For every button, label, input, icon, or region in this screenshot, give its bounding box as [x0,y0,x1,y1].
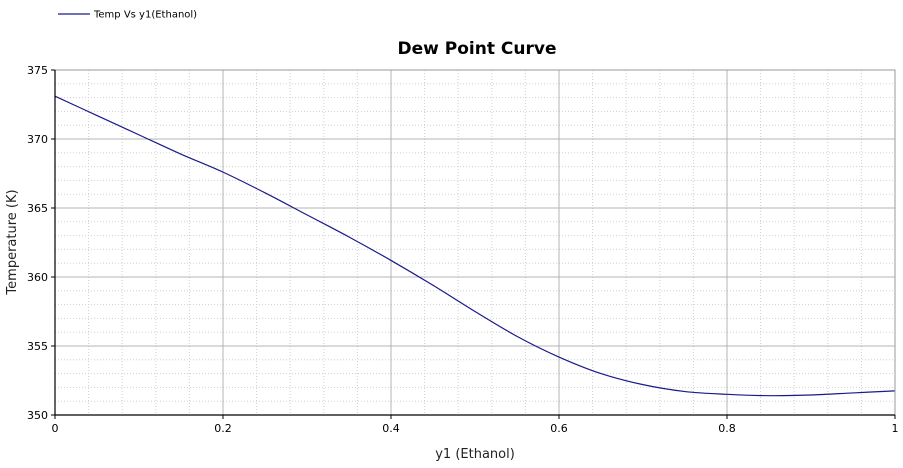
y-tick-labels: 350 355 360 365 370 375 [27,64,48,422]
x-tick-label: 0.4 [382,422,400,435]
series-layer [54,95,896,397]
x-tick-label: 0 [52,422,59,435]
series-line [54,95,896,397]
chart-title: Dew Point Curve [398,39,557,59]
legend: Temp Vs y1(Ethanol) [58,10,197,21]
x-tick-label: 0.2 [214,422,232,435]
y-tick-label: 350 [27,409,48,422]
x-tick-label: 1 [892,422,899,435]
legend-label: Temp Vs y1(Ethanol) [93,10,197,21]
x-tick-label: 0.8 [718,422,736,435]
x-axis-title: y1 (Ethanol) [435,447,515,462]
y-axis-title: Temperature (K) [5,189,20,295]
x-tick-label: 0.6 [550,422,568,435]
axes [51,69,896,419]
y-tick-label: 360 [27,271,48,284]
minor-grid [55,70,895,415]
y-tick-label: 375 [27,64,48,77]
y-tick-label: 355 [27,340,48,353]
y-tick-label: 370 [27,133,48,146]
y-tick-label: 365 [27,202,48,215]
x-tick-labels: 0 0.2 0.4 0.6 0.8 1 [52,422,899,435]
